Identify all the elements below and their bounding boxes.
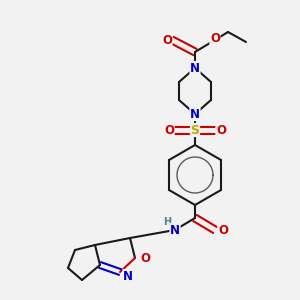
Text: O: O (162, 34, 172, 46)
Text: O: O (140, 251, 150, 265)
Text: O: O (216, 124, 226, 136)
Text: N: N (190, 107, 200, 121)
Text: S: S (190, 124, 200, 136)
Text: H: H (163, 217, 171, 227)
Text: O: O (164, 124, 174, 136)
Text: O: O (218, 224, 228, 236)
Text: N: N (170, 224, 180, 236)
Text: N: N (190, 61, 200, 74)
Text: O: O (210, 32, 220, 44)
Text: N: N (123, 269, 133, 283)
